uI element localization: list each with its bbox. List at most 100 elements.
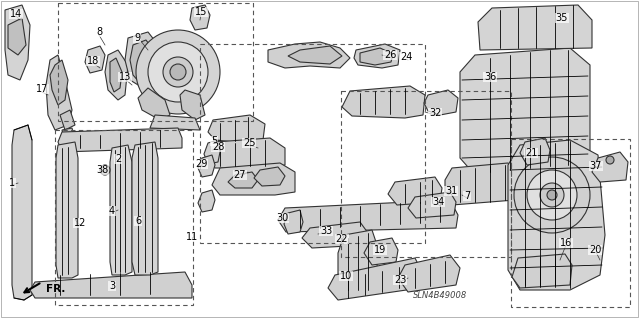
Polygon shape [212, 163, 295, 195]
Circle shape [100, 165, 110, 175]
Text: SLN4B49008: SLN4B49008 [413, 292, 467, 300]
Polygon shape [512, 254, 572, 288]
Polygon shape [388, 177, 442, 205]
Text: 28: 28 [212, 142, 224, 152]
Text: 15: 15 [195, 7, 207, 17]
Polygon shape [278, 200, 458, 232]
Text: 17: 17 [36, 84, 48, 94]
Text: 26: 26 [384, 50, 396, 60]
Polygon shape [328, 258, 422, 300]
Text: 31: 31 [445, 186, 457, 196]
Polygon shape [105, 50, 128, 100]
Text: 18: 18 [87, 56, 99, 66]
Polygon shape [364, 238, 398, 265]
Text: 7: 7 [464, 191, 470, 201]
Text: 16: 16 [560, 238, 572, 248]
Text: 8: 8 [96, 27, 102, 37]
Polygon shape [354, 44, 400, 68]
Polygon shape [150, 115, 200, 130]
Polygon shape [198, 190, 215, 212]
Circle shape [527, 170, 577, 220]
Polygon shape [208, 138, 285, 168]
Circle shape [540, 183, 564, 207]
Text: 30: 30 [276, 213, 288, 223]
Text: 22: 22 [336, 234, 348, 244]
Text: 25: 25 [243, 138, 255, 148]
Text: 27: 27 [234, 170, 246, 180]
Text: 36: 36 [484, 72, 496, 82]
Circle shape [514, 157, 590, 233]
Circle shape [136, 30, 220, 114]
Text: 13: 13 [119, 72, 131, 82]
Text: FR.: FR. [46, 284, 65, 294]
Polygon shape [284, 210, 303, 234]
Text: 29: 29 [195, 159, 207, 169]
Text: 11: 11 [186, 232, 198, 242]
Polygon shape [8, 18, 26, 55]
Text: 3: 3 [109, 281, 115, 291]
Circle shape [606, 156, 614, 164]
Text: 6: 6 [135, 216, 141, 226]
Text: 9: 9 [134, 33, 140, 43]
Bar [58, 3, 253, 121]
Polygon shape [110, 145, 132, 275]
Text: 34: 34 [432, 197, 444, 207]
Bar [200, 44, 425, 243]
Circle shape [163, 57, 193, 87]
Text: 20: 20 [589, 245, 601, 255]
Text: 32: 32 [429, 108, 441, 118]
Polygon shape [338, 230, 378, 294]
Polygon shape [208, 115, 265, 143]
Circle shape [547, 190, 557, 200]
Polygon shape [60, 110, 75, 130]
Bar [511, 139, 630, 307]
Polygon shape [302, 222, 368, 248]
Polygon shape [520, 138, 550, 165]
Text: 19: 19 [374, 245, 386, 255]
Text: 35: 35 [556, 13, 568, 23]
Polygon shape [130, 40, 160, 83]
Text: 2: 2 [115, 154, 121, 164]
Text: 1: 1 [9, 178, 15, 188]
Polygon shape [398, 255, 460, 292]
Polygon shape [58, 128, 182, 152]
Text: 12: 12 [74, 218, 86, 228]
Polygon shape [5, 5, 30, 80]
Circle shape [148, 42, 208, 102]
Polygon shape [445, 163, 515, 205]
Polygon shape [254, 167, 285, 186]
Polygon shape [228, 172, 258, 188]
Polygon shape [342, 86, 425, 118]
Polygon shape [360, 48, 393, 65]
Polygon shape [30, 272, 192, 298]
Polygon shape [592, 152, 628, 182]
Polygon shape [46, 55, 72, 130]
Text: 4: 4 [109, 206, 115, 216]
Polygon shape [132, 142, 158, 275]
Polygon shape [478, 5, 592, 50]
Bar [55, 130, 193, 305]
Polygon shape [125, 32, 165, 88]
Polygon shape [50, 60, 68, 105]
Text: 38: 38 [96, 165, 108, 175]
Polygon shape [204, 140, 220, 164]
Text: 5: 5 [211, 136, 217, 146]
Polygon shape [138, 88, 170, 120]
Text: 10: 10 [340, 271, 352, 281]
Text: 33: 33 [320, 226, 332, 236]
Text: 24: 24 [400, 52, 412, 62]
Polygon shape [110, 58, 122, 92]
Text: 37: 37 [590, 161, 602, 171]
Polygon shape [288, 46, 342, 64]
Polygon shape [408, 192, 456, 218]
Polygon shape [85, 46, 105, 73]
Circle shape [170, 64, 186, 80]
Text: 21: 21 [525, 148, 537, 158]
Bar [341, 91, 511, 257]
Polygon shape [180, 90, 205, 120]
Polygon shape [198, 155, 215, 177]
Polygon shape [424, 90, 458, 115]
Polygon shape [460, 48, 590, 175]
Polygon shape [268, 42, 350, 68]
Polygon shape [508, 140, 605, 290]
